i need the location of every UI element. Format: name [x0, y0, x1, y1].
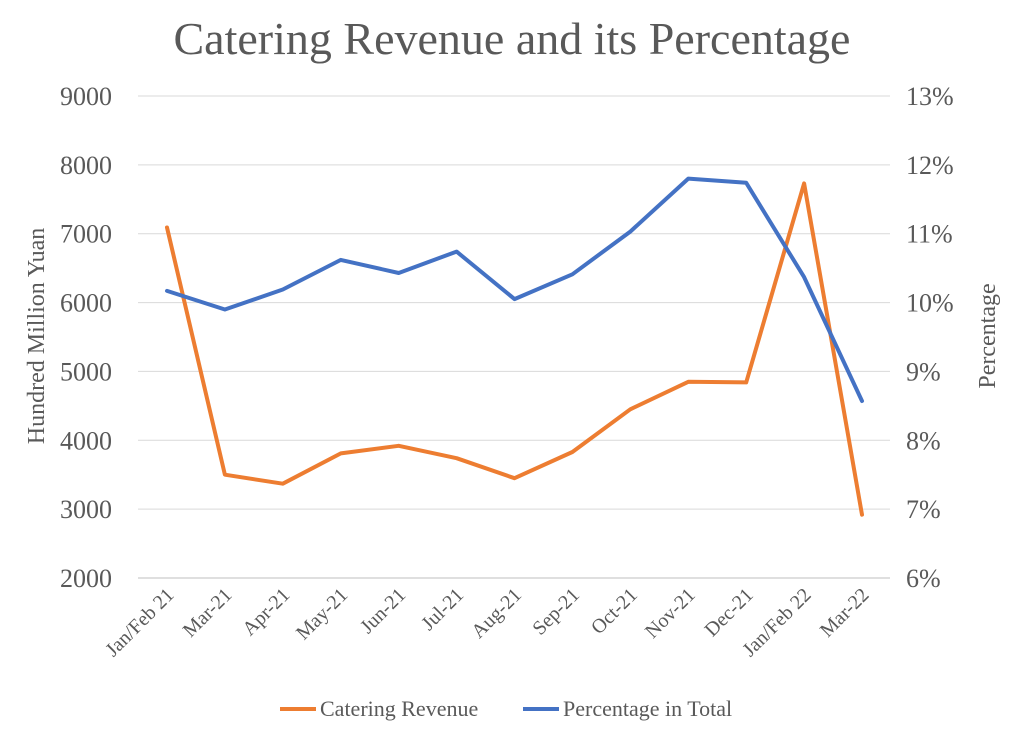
x-tick-label: Mar-22: [816, 584, 874, 642]
right-tick-label: 6%: [906, 564, 941, 593]
x-tick-label: Jun-21: [356, 584, 410, 638]
x-tick-label: Oct-21: [587, 584, 642, 639]
right-axis-label: Percentage: [975, 283, 1001, 388]
x-tick-label: Jan/Feb 21: [101, 584, 178, 661]
x-tick-label: Mar-21: [179, 584, 237, 642]
right-tick-label: 10%: [906, 289, 954, 318]
left-axis-label: Hundred Million Yuan: [24, 228, 50, 444]
left-tick-label: 8000: [60, 151, 112, 180]
series-line-catering-revenue: [165, 181, 864, 517]
right-tick-label: 12%: [906, 151, 954, 180]
right-tick-label: 11%: [906, 220, 953, 249]
x-tick-label: Sep-21: [528, 584, 584, 640]
right-axis-ticks: 6% 7% 8% 9% 10% 11% 12% 13%: [906, 82, 954, 593]
x-tick-label: Nov-21: [641, 584, 700, 643]
left-tick-label: 5000: [60, 357, 112, 386]
x-tick-label: Jul-21: [417, 584, 468, 635]
right-tick-label: 7%: [906, 495, 941, 524]
x-tick-label: May-21: [292, 584, 352, 644]
right-tick-label: 13%: [906, 82, 954, 111]
left-tick-label: 6000: [60, 289, 112, 318]
legend-label: Percentage in Total: [563, 696, 732, 721]
right-tick-label: 9%: [906, 357, 941, 386]
right-tick-label: 8%: [906, 426, 941, 455]
x-tick-label: Dec-21: [701, 584, 758, 641]
chart-title: Catering Revenue and its Percentage: [173, 13, 851, 64]
gridlines: [138, 95, 890, 579]
x-tick-label: Aug-21: [467, 584, 526, 643]
legend: Catering Revenue Percentage in Total: [280, 696, 732, 721]
x-tick-label: Apr-21: [238, 584, 294, 640]
left-axis-ticks: 2000 3000 4000 5000 6000 7000 8000 9000: [60, 82, 112, 593]
left-tick-label: 3000: [60, 495, 112, 524]
legend-label: Catering Revenue: [320, 696, 478, 721]
left-tick-label: 2000: [60, 564, 112, 593]
left-tick-label: 9000: [60, 82, 112, 111]
left-tick-label: 4000: [60, 426, 112, 455]
series-lines: [165, 176, 864, 517]
series-line-percentage-in-total: [165, 176, 864, 403]
left-tick-label: 7000: [60, 220, 112, 249]
